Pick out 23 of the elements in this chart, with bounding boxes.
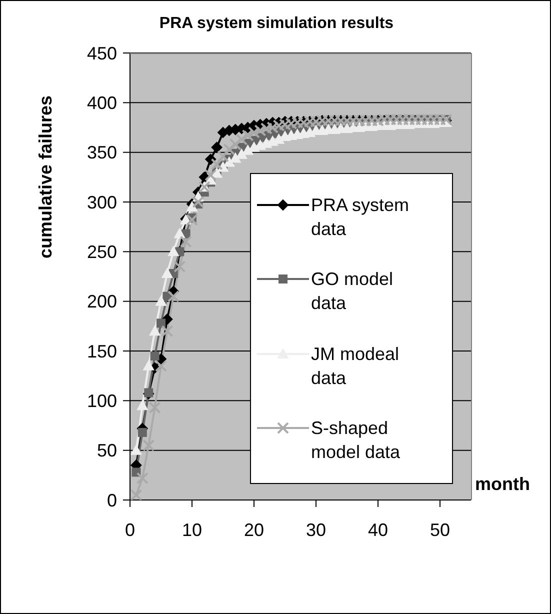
y-tick-label: 150 [86, 341, 117, 362]
y-tick-label: 50 [96, 440, 117, 461]
y-tick-label: 450 [86, 43, 117, 64]
x-tick-label: 40 [368, 520, 388, 540]
x-tick-label: 10 [182, 520, 202, 540]
y-tick-label: 350 [86, 142, 117, 163]
x-axis-title: month [475, 474, 530, 495]
x-tick-label: 30 [306, 520, 326, 540]
y-tick-label: 300 [86, 192, 117, 212]
x-tick-label: 50 [430, 520, 450, 540]
legend-label: JM modeal data [311, 342, 400, 390]
chart-title: PRA system simulation results [158, 15, 395, 33]
y-axis-title: cumulative failures [36, 95, 56, 259]
legend-label: PRA system data [311, 194, 410, 242]
x-tick-label: 0 [124, 520, 136, 540]
y-tick-label: 250 [86, 242, 117, 262]
y-tick-label: 0 [106, 490, 117, 510]
y-tick-label: 100 [86, 391, 117, 412]
y-tick-label: 200 [86, 292, 117, 312]
legend-label: GO model data [311, 268, 394, 316]
y-tick-label: 400 [86, 93, 117, 114]
legend-label: S-shaped model data [311, 416, 402, 464]
x-tick-label: 20 [244, 520, 264, 540]
